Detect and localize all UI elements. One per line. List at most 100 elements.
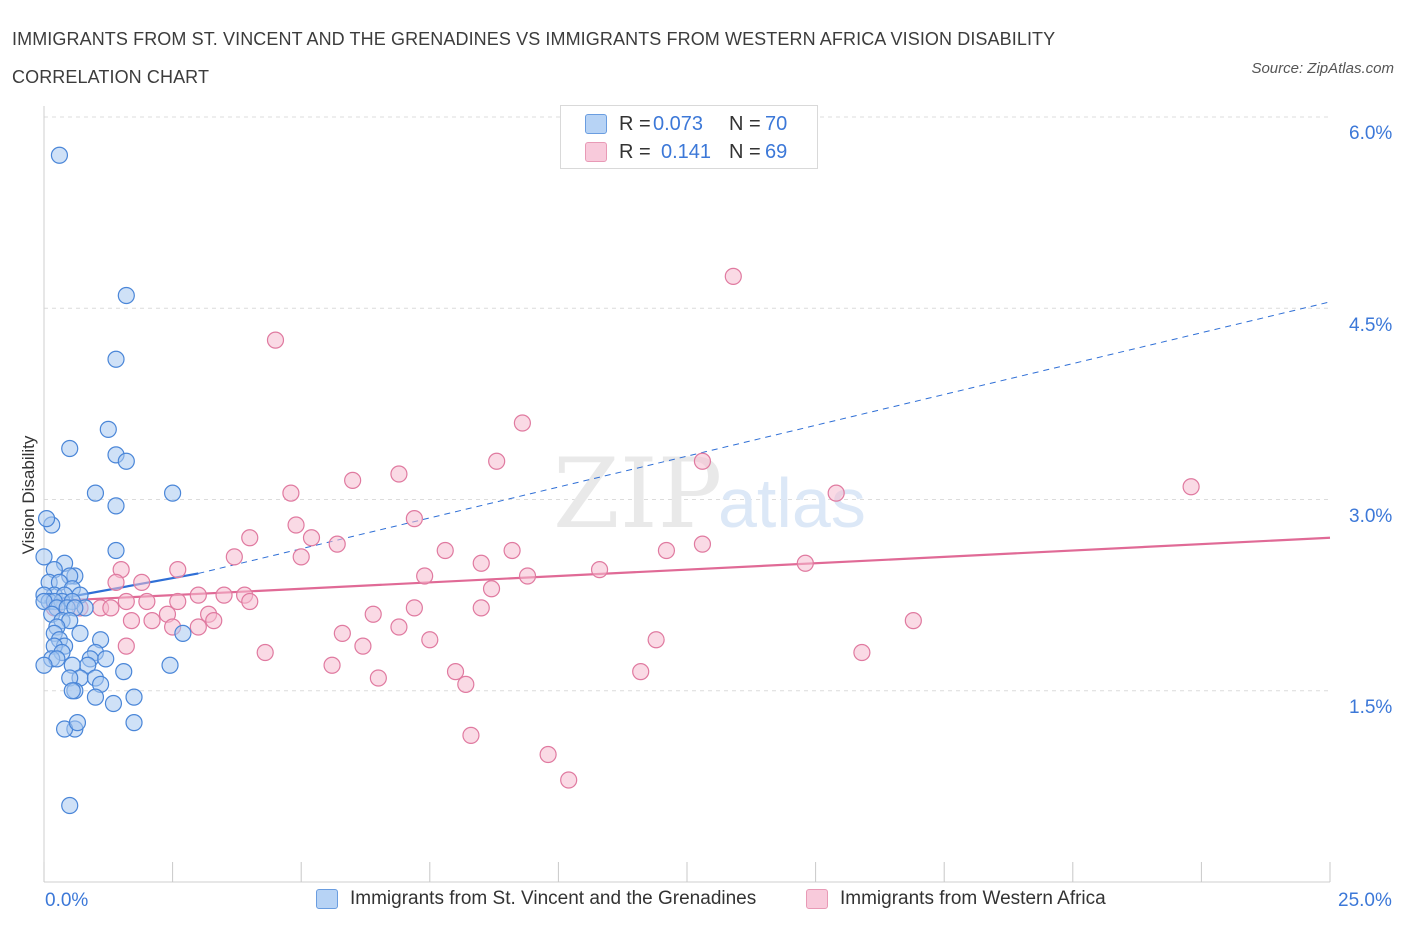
pink-point xyxy=(133,573,151,591)
blue-point xyxy=(99,420,117,438)
stats-legend: R = 0.073 N = 70 R = 0.141 N = 69 xyxy=(560,105,818,169)
blue-point xyxy=(125,688,143,706)
pink-point xyxy=(518,567,537,585)
pink-point xyxy=(205,612,223,630)
pink-point xyxy=(117,592,135,611)
x-tick-label-max: 25.0% xyxy=(1338,890,1392,911)
legend-row-pink: R = 0.141 N = 69 xyxy=(585,140,787,164)
blue-point xyxy=(71,624,89,642)
pink-point xyxy=(143,612,161,630)
pink-point xyxy=(364,605,382,623)
blue-point xyxy=(63,682,81,700)
pink-point xyxy=(333,624,351,642)
pink-point xyxy=(241,529,259,547)
pink-point xyxy=(693,535,712,553)
pink-point xyxy=(462,726,480,744)
pink-point xyxy=(827,484,845,502)
watermark-atlas: atlas xyxy=(718,464,866,542)
pink-point xyxy=(138,592,156,611)
pink-point xyxy=(632,663,650,681)
blue-point xyxy=(107,497,125,515)
pink-point xyxy=(560,771,578,789)
pink-point xyxy=(693,452,712,470)
blue-point xyxy=(37,510,56,528)
pink-point xyxy=(241,592,259,611)
blue-point xyxy=(61,796,79,815)
watermark-zip: ZIP xyxy=(553,438,722,550)
blue-point xyxy=(97,650,115,668)
data-points xyxy=(35,146,1200,815)
pink-point xyxy=(904,612,922,630)
blue-point xyxy=(61,439,79,458)
blue-trend-extension xyxy=(198,301,1331,574)
y-tick-label-6-0: 6.0% xyxy=(1349,123,1393,144)
pink-point xyxy=(416,567,434,585)
pink-swatch xyxy=(806,889,828,909)
r-label: R = xyxy=(619,140,651,163)
n-value: 69 xyxy=(765,140,788,163)
pink-point xyxy=(102,599,120,617)
bottom-legend-pink: Immigrants from Western Africa xyxy=(806,888,1106,910)
pink-point xyxy=(122,612,141,630)
series-name: Immigrants from Western Africa xyxy=(840,888,1106,909)
blue-point xyxy=(86,484,105,502)
n-label: N = xyxy=(729,140,761,163)
pink-point xyxy=(446,663,465,681)
series-name: Immigrants from St. Vincent and the Gren… xyxy=(350,888,757,909)
pink-point xyxy=(436,541,454,560)
pink-point xyxy=(405,599,423,617)
chart-source: Source: ZipAtlas.com xyxy=(1251,60,1394,77)
pink-point xyxy=(107,573,125,591)
pink-point xyxy=(282,484,300,502)
r-label: R = xyxy=(619,112,651,135)
n-label: N = xyxy=(729,112,761,135)
y-tick-label-4-5: 4.5% xyxy=(1349,315,1393,336)
blue-point xyxy=(107,541,125,560)
n-value: 70 xyxy=(765,112,788,135)
pink-point xyxy=(302,529,321,547)
pink-point xyxy=(369,669,387,687)
pink-point xyxy=(796,554,814,572)
y-axis-title: Vision Disability xyxy=(19,435,38,555)
pink-point xyxy=(513,414,531,432)
pink-point xyxy=(472,599,490,617)
pink-point xyxy=(169,592,187,611)
pink-point xyxy=(503,541,521,560)
pink-trend-line xyxy=(43,536,1331,603)
axes xyxy=(43,106,1331,883)
blue-point xyxy=(50,146,69,164)
legend-row-blue: R = 0.073 N = 70 xyxy=(585,112,787,136)
blue-point xyxy=(104,694,123,713)
blue-point xyxy=(117,452,135,470)
pink-point xyxy=(390,465,408,483)
pink-point xyxy=(328,535,346,553)
x-tick-label-min: 0.0% xyxy=(45,890,89,911)
pink-point xyxy=(539,745,557,764)
pink-point xyxy=(482,580,501,598)
pink-point xyxy=(390,618,408,636)
pink-point xyxy=(344,471,362,489)
blue-point xyxy=(35,548,53,566)
pink-point xyxy=(657,541,676,560)
pink-point xyxy=(457,675,475,693)
pink-point xyxy=(488,452,506,470)
bottom-legend-blue: Immigrants from St. Vincent and the Gren… xyxy=(316,888,756,910)
blue-point xyxy=(117,286,135,305)
pink-point xyxy=(354,637,372,655)
blue-point xyxy=(68,714,87,732)
pink-point xyxy=(256,643,274,662)
blue-point xyxy=(107,350,125,368)
pink-swatch xyxy=(585,142,607,162)
pink-point xyxy=(287,516,305,534)
pink-point xyxy=(853,643,871,662)
blue-point xyxy=(161,656,179,674)
pink-point xyxy=(647,631,665,649)
r-value: 0.141 xyxy=(661,140,712,163)
r-value: 0.073 xyxy=(653,112,704,135)
blue-point xyxy=(115,663,133,681)
pink-point xyxy=(292,548,310,566)
y-tick-label-1-5: 1.5% xyxy=(1349,697,1393,718)
pink-point xyxy=(1182,478,1200,496)
blue-point xyxy=(125,714,143,732)
